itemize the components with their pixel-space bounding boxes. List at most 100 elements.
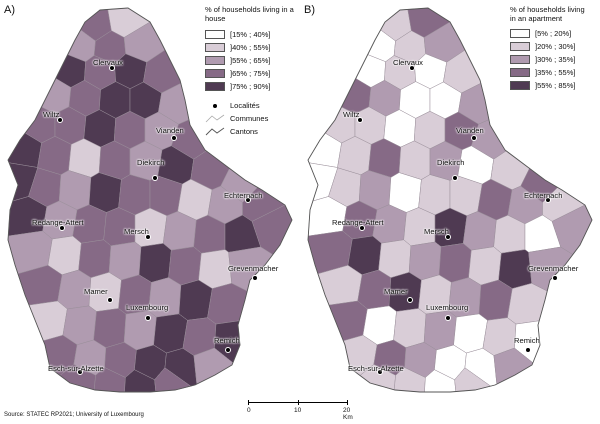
legend-title: % of households living in an apartment (510, 5, 585, 23)
country-border (307, 7, 593, 393)
legend-class: [15% ; 40%] (205, 29, 315, 40)
panel-label: A) (4, 4, 15, 16)
commune-area (93, 308, 127, 348)
locality-dot-icon (452, 175, 458, 181)
commune-area (123, 310, 157, 351)
scale-tick (347, 400, 348, 405)
locality-label: Redange-Attert (32, 218, 84, 227)
locality-dot-icon (59, 225, 65, 231)
locality-dot-icon (377, 369, 383, 375)
locality-dot-icon (109, 65, 115, 71)
commune-area (88, 172, 122, 213)
legend-swatch (510, 81, 530, 90)
commune-line-icon (205, 114, 225, 123)
locality-label: Diekirch (137, 158, 165, 167)
locality-label: Vianden (156, 126, 184, 135)
legend-label: ]55% ; 65%] (230, 56, 271, 65)
scale-label: 10 (294, 407, 302, 414)
commune-area (138, 243, 172, 283)
commune-area (368, 138, 402, 178)
locality-dot-icon (145, 234, 151, 240)
legend-swatch (205, 69, 225, 78)
legend-label: Cantons (230, 127, 258, 136)
legend-label: ]55% ; 85%] (535, 81, 576, 90)
locality-label: Remich (214, 336, 240, 345)
locality-dot-icon (107, 297, 113, 303)
commune-area (507, 283, 548, 325)
legend-class: ]35% ; 55%] (510, 67, 590, 78)
commune-area (408, 241, 442, 281)
commune-area (78, 239, 112, 278)
canton-line-icon (205, 127, 225, 136)
legend-swatch (510, 68, 530, 77)
locality-dot-icon (357, 117, 363, 123)
locality-dot-icon (57, 117, 63, 123)
locality-label: Echternach (224, 191, 263, 200)
locality-label: Wiltz (43, 110, 60, 119)
commune-area (28, 300, 68, 342)
legend-label: Localités (230, 101, 260, 110)
legend-houses: % of households living in a house [15% ;… (205, 5, 315, 137)
legend-swatch (205, 82, 225, 91)
legend-localities: Localités (205, 100, 315, 111)
panel-houses: A) % of households living in a house [15… (4, 4, 294, 393)
legend-label: ]65% ; 75%] (230, 69, 271, 78)
legend-class: ]55% ; 65%] (205, 55, 315, 66)
locality-dot-icon (471, 135, 477, 141)
legend-apartments: % of households living in an apartment [… (510, 5, 590, 91)
locality-dot-icon (152, 175, 158, 181)
locality-dot-icon (145, 315, 151, 321)
locality-dot-icon (252, 275, 258, 281)
commune-area (68, 138, 102, 178)
legend-swatch (510, 55, 530, 64)
commune-area (453, 313, 488, 354)
scale-tick (298, 400, 299, 405)
locality-dot-icon (409, 65, 415, 71)
locality-dot-icon (525, 347, 531, 353)
commune-area (418, 174, 451, 216)
legend-label: ]40% ; 55%] (230, 43, 271, 52)
commune-area (198, 249, 232, 289)
locality-label: Redange-Attert (332, 218, 384, 227)
locality-dot-icon (545, 197, 551, 203)
locality-label: Luxembourg (126, 303, 169, 312)
locality-dot-icon (77, 369, 83, 375)
commune-area (478, 279, 513, 321)
locality-dot-icon (171, 135, 177, 141)
locality-label: Remich (514, 336, 540, 345)
locality-label: Mamer (384, 287, 408, 296)
commune-area (498, 249, 532, 289)
legend-label: [5% ; 20%] (535, 29, 572, 38)
commune-area (168, 246, 202, 286)
commune-area (108, 241, 142, 281)
locality-dot-icon (205, 101, 225, 110)
legend-class: ]20% ; 30%] (510, 41, 590, 52)
legend-class: ]65% ; 75%] (205, 68, 315, 79)
commune-area (178, 279, 213, 321)
legend-label: ]35% ; 55%] (535, 68, 576, 77)
commune-area (118, 174, 151, 216)
commune-area (207, 283, 248, 325)
scale-label: 0 (247, 407, 251, 414)
legend-class: [5% ; 20%] (510, 28, 590, 39)
legend-label: ]20% ; 30%] (535, 42, 576, 51)
locality-dot-icon (445, 315, 451, 321)
locality-dot-icon (245, 197, 251, 203)
legend-swatch (510, 29, 530, 38)
commune-area (328, 300, 368, 342)
commune-area (423, 310, 457, 351)
country-border (7, 7, 293, 393)
locality-dot-icon (225, 347, 231, 353)
locality-label: Wiltz (343, 110, 360, 119)
panel-label: B) (304, 4, 315, 16)
legend-label: ]75% ; 90%] (230, 82, 271, 91)
commune-area (438, 243, 472, 283)
locality-label: Esch-sur-Alzette (348, 364, 404, 373)
locality-label: Grevenmacher (228, 264, 279, 273)
panel-apartments: B) % of households living in an apartmen… (300, 0, 600, 424)
legend-label: ]30% ; 35%] (535, 55, 576, 64)
commune-area (153, 313, 188, 354)
locality-label: Vianden (456, 126, 484, 135)
locality-label: Mamer (84, 287, 108, 296)
legend-class: ]40% ; 55%] (205, 42, 315, 53)
